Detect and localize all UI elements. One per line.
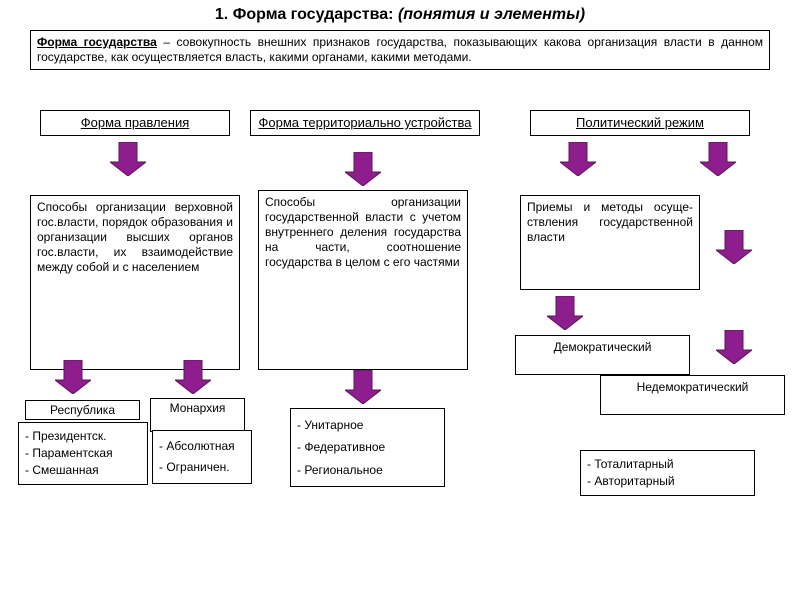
arrow-down-icon: [175, 360, 211, 394]
header-regime: Политический режим: [530, 110, 750, 136]
box-democratic-label: Демократический: [554, 340, 652, 354]
list-republic: Президентск. Параментская Смешанная: [18, 422, 148, 485]
sub-monarchy-header: Монархия: [150, 398, 245, 432]
header-regime-label: Политический режим: [576, 115, 704, 130]
arrow-down-icon: [716, 330, 752, 364]
header-gov-form: Форма правления: [40, 110, 230, 136]
list-item: Тоталитарный: [587, 457, 748, 472]
box-democratic: Демократический: [515, 335, 690, 375]
list-item: Абсолютная: [159, 437, 245, 456]
arrow-down-icon: [716, 230, 752, 264]
arrow-down-icon: [345, 152, 381, 186]
sub-monarchy-label: Монархия: [170, 401, 226, 415]
arrow-down-icon: [110, 142, 146, 176]
list-item: Унитарное: [297, 415, 438, 435]
header-territory-label: Форма территориально устройства: [259, 115, 472, 130]
header-territory: Форма территориально устройства: [250, 110, 480, 136]
arrow-down-icon: [547, 296, 583, 330]
list-item: Смешанная: [25, 463, 141, 478]
desc-regime: Приемы и методы осуще-ствления государст…: [520, 195, 700, 290]
box-nondemocratic-label: Недемократический: [637, 380, 749, 394]
desc-territory: Способы организации государственной влас…: [258, 190, 468, 370]
title-emphasis: (понятия и элементы): [398, 6, 585, 23]
title-prefix: 1. Форма государства:: [215, 6, 398, 23]
header-gov-form-label: Форма правления: [81, 115, 190, 130]
definition-term: Форма государства: [37, 35, 157, 49]
box-nondemocratic: Недемократический: [600, 375, 785, 415]
desc-gov-form: Способы организации верховной гос.власти…: [30, 195, 240, 370]
list-territory: Унитарное Федеративное Региональное: [290, 408, 445, 487]
desc-territory-text: Способы организации государственной влас…: [265, 195, 461, 269]
list-monarchy: Абсолютная Ограничен.: [152, 430, 252, 484]
list-item: Региональное: [297, 460, 438, 480]
arrow-down-icon: [560, 142, 596, 176]
arrow-down-icon: [700, 142, 736, 176]
list-item: Федеративное: [297, 437, 438, 457]
desc-regime-text: Приемы и методы осуще-ствления государст…: [527, 200, 693, 244]
arrow-down-icon: [55, 360, 91, 394]
page-title: 1. Форма государства: (понятия и элемент…: [0, 0, 800, 28]
list-item: Параментская: [25, 446, 141, 461]
list-regime: Тоталитарный Авторитарный: [580, 450, 755, 496]
sub-republic-label: Республика: [50, 403, 115, 417]
list-item: Авторитарный: [587, 474, 748, 489]
definition-box: Форма государства – совокупность внешних…: [30, 30, 770, 70]
desc-gov-form-text: Способы организации верховной гос.власти…: [37, 200, 233, 274]
sub-republic-header: Республика: [25, 400, 140, 420]
list-item: Президентск.: [25, 429, 141, 444]
list-item: Ограничен.: [159, 458, 245, 477]
arrow-down-icon: [345, 370, 381, 404]
